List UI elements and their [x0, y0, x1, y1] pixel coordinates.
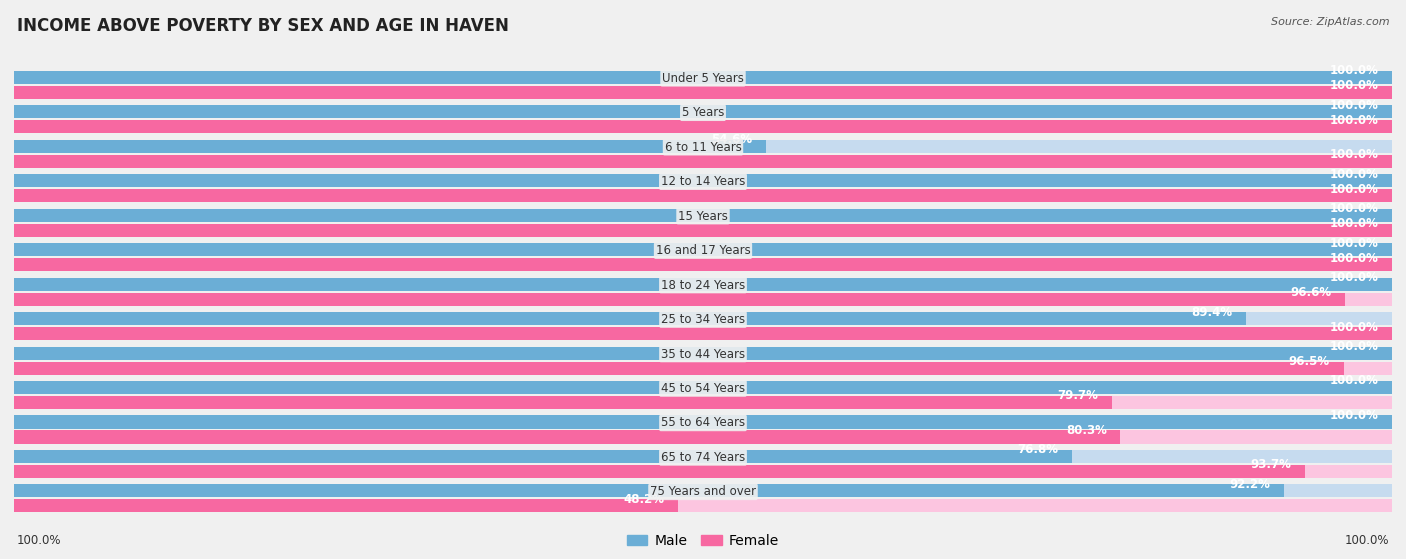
Bar	[14, 86, 1392, 99]
Text: 100.0%: 100.0%	[1329, 114, 1378, 127]
Text: 96.6%: 96.6%	[1291, 286, 1331, 299]
Bar	[14, 430, 1121, 443]
Text: 100.0%: 100.0%	[1329, 236, 1378, 250]
Bar	[14, 174, 1392, 187]
Bar	[14, 465, 1305, 478]
Bar	[14, 224, 1392, 237]
Text: 16 and 17 Years: 16 and 17 Years	[655, 244, 751, 257]
Text: 45 to 54 Years: 45 to 54 Years	[661, 382, 745, 395]
Text: 100.0%: 100.0%	[1329, 252, 1378, 264]
Bar	[14, 485, 1392, 498]
Text: 89.4%: 89.4%	[1191, 306, 1232, 319]
Text: 80.3%: 80.3%	[1066, 424, 1107, 437]
Bar	[14, 499, 1392, 513]
Bar	[14, 86, 1392, 99]
Bar	[14, 155, 1392, 168]
Text: 100.0%: 100.0%	[1329, 375, 1378, 387]
Text: 25 to 34 Years: 25 to 34 Years	[661, 313, 745, 326]
Text: 54.6%: 54.6%	[711, 133, 752, 146]
Text: 5 Years: 5 Years	[682, 106, 724, 119]
Bar	[14, 430, 1392, 443]
Bar	[14, 312, 1392, 325]
Bar	[14, 105, 1392, 119]
Bar	[14, 327, 1392, 340]
Bar	[14, 243, 1392, 256]
Text: Source: ZipAtlas.com: Source: ZipAtlas.com	[1271, 17, 1389, 27]
Bar	[14, 243, 1392, 256]
Text: 100.0%: 100.0%	[1329, 217, 1378, 230]
Text: 12 to 14 Years: 12 to 14 Years	[661, 175, 745, 188]
Bar	[14, 120, 1392, 134]
Bar	[14, 362, 1392, 375]
Bar	[14, 292, 1346, 306]
Bar	[14, 485, 1285, 498]
Bar	[14, 189, 1392, 202]
Bar	[14, 71, 1392, 84]
Bar	[14, 278, 1392, 291]
Bar	[14, 347, 1392, 359]
Bar	[14, 140, 766, 153]
Bar	[14, 450, 1073, 463]
Text: 100.0%: 100.0%	[1329, 79, 1378, 92]
Bar	[14, 155, 1392, 168]
Bar	[14, 347, 1392, 359]
Bar	[14, 71, 1392, 84]
Bar	[14, 258, 1392, 271]
Text: 93.7%: 93.7%	[1250, 458, 1291, 471]
Text: 100.0%: 100.0%	[1344, 534, 1389, 547]
Bar	[14, 381, 1392, 394]
Bar	[14, 209, 1392, 222]
Bar	[14, 278, 1392, 291]
Bar	[14, 465, 1392, 478]
Text: INCOME ABOVE POVERTY BY SEX AND AGE IN HAVEN: INCOME ABOVE POVERTY BY SEX AND AGE IN H…	[17, 17, 509, 35]
Text: 100.0%: 100.0%	[1329, 340, 1378, 353]
Text: 35 to 44 Years: 35 to 44 Years	[661, 348, 745, 361]
Text: 79.7%: 79.7%	[1057, 390, 1098, 402]
Bar	[14, 292, 1392, 306]
Bar	[14, 362, 1344, 375]
Bar	[14, 396, 1112, 409]
Text: 75 Years and over: 75 Years and over	[650, 485, 756, 499]
Text: 100.0%: 100.0%	[1329, 183, 1378, 196]
Bar	[14, 415, 1392, 429]
Text: 100.0%: 100.0%	[1329, 409, 1378, 422]
Text: 100.0%: 100.0%	[1329, 320, 1378, 334]
Bar	[14, 381, 1392, 394]
Bar	[14, 224, 1392, 237]
Bar	[14, 415, 1392, 429]
Bar	[14, 396, 1392, 409]
Text: 100.0%: 100.0%	[1329, 64, 1378, 77]
Text: 15 Years: 15 Years	[678, 210, 728, 222]
Text: 6 to 11 Years: 6 to 11 Years	[665, 141, 741, 154]
Text: 100.0%: 100.0%	[1329, 202, 1378, 215]
Bar	[14, 189, 1392, 202]
Bar	[14, 258, 1392, 271]
Bar	[14, 327, 1392, 340]
Text: 100.0%: 100.0%	[17, 534, 62, 547]
Text: 65 to 74 Years: 65 to 74 Years	[661, 451, 745, 464]
Bar	[14, 209, 1392, 222]
Text: 48.2%: 48.2%	[623, 493, 665, 506]
Bar	[14, 450, 1392, 463]
Text: 18 to 24 Years: 18 to 24 Years	[661, 278, 745, 292]
Bar	[14, 312, 1246, 325]
Text: 100.0%: 100.0%	[1329, 271, 1378, 284]
Bar	[14, 140, 1392, 153]
Text: 96.5%: 96.5%	[1289, 355, 1330, 368]
Text: 100.0%: 100.0%	[1329, 168, 1378, 181]
Text: 76.8%: 76.8%	[1018, 443, 1059, 456]
Text: 55 to 64 Years: 55 to 64 Years	[661, 416, 745, 429]
Text: 100.0%: 100.0%	[1329, 99, 1378, 112]
Legend: Male, Female: Male, Female	[621, 528, 785, 553]
Bar	[14, 174, 1392, 187]
Bar	[14, 499, 678, 513]
Bar	[14, 120, 1392, 134]
Text: 100.0%: 100.0%	[1329, 148, 1378, 161]
Bar	[14, 105, 1392, 119]
Text: Under 5 Years: Under 5 Years	[662, 72, 744, 85]
Text: 92.2%: 92.2%	[1230, 478, 1271, 491]
